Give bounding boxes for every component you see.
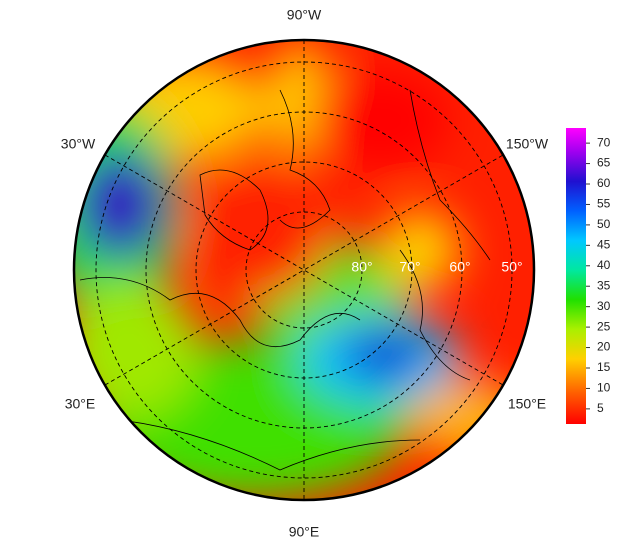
lon-label: 30°W (61, 136, 96, 152)
map-border (72, 38, 536, 502)
colorbar-tick-label: 30 (597, 299, 611, 313)
colorbar-tick-label: 50 (597, 217, 611, 231)
colorbar-tick-label: 45 (597, 238, 611, 252)
colorbar-tick-label: 60 (597, 176, 611, 190)
lat-label: 60° (449, 259, 470, 275)
lon-label: 150°E (508, 396, 546, 412)
lat-label: 80° (351, 259, 372, 275)
colorbar-tick-label: 40 (597, 258, 611, 272)
field (74, 40, 534, 500)
colorbar-tick-label: 10 (597, 381, 611, 395)
colorbar-tick-label: 15 (597, 360, 611, 374)
lon-label: 90°W (287, 7, 322, 23)
colorbar-tick-label: 65 (597, 156, 611, 170)
colorbar-tick-label: 25 (597, 319, 611, 333)
colorbar-tick-label: 20 (597, 340, 611, 354)
lon-label: 30°E (65, 396, 96, 412)
colorbar-tick-label: 55 (597, 197, 611, 211)
colorbar-tick-label: 5 (597, 401, 604, 415)
lat-label: 70° (399, 259, 420, 275)
lon-label: 90°E (289, 524, 320, 540)
colorbar: 5 10 15 20 25 30 35 40 45 50 55 60 65 70 (566, 128, 611, 424)
lat-label: 50° (501, 259, 522, 275)
colorbar-tick-label: 35 (597, 278, 611, 292)
lon-label: 150°W (506, 136, 549, 152)
colorbar-ramp (566, 128, 586, 424)
colorbar-tick-label: 70 (597, 135, 611, 149)
